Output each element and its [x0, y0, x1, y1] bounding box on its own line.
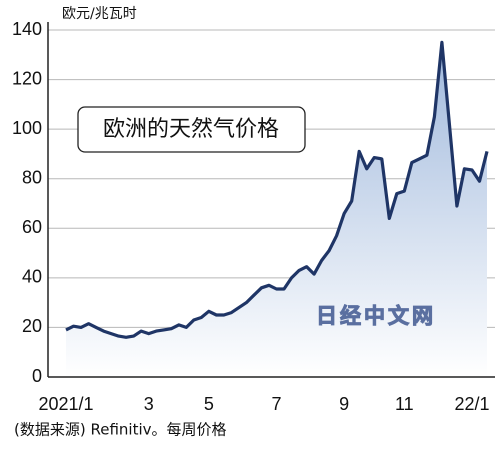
y-axis-label: 欧元/兆瓦时 — [62, 6, 137, 22]
y-tick-label: 60 — [22, 217, 42, 237]
x-tick-label: 22/1 — [454, 394, 489, 414]
source-note: (数据来源) Refinitiv。每周价格 — [14, 421, 227, 439]
y-tick-label: 80 — [22, 167, 42, 187]
x-tick-label: 9 — [339, 394, 349, 414]
x-tick-label: 5 — [204, 394, 214, 414]
line — [65, 40, 489, 339]
x-tick-label: 3 — [144, 394, 154, 414]
x-tick-label: 11 — [395, 394, 414, 414]
x-tick-label: 2021/1 — [38, 394, 93, 414]
title-box — [77, 106, 306, 153]
y-tick-label: 120 — [12, 68, 42, 88]
plot — [65, 40, 489, 378]
x-tick-label: 7 — [271, 394, 281, 414]
y-tick-label: 100 — [12, 118, 42, 138]
y-tick-label: 0 — [32, 366, 42, 386]
y-tick-label: 40 — [22, 267, 42, 287]
watermark: 日经中文网 — [316, 304, 436, 328]
y-tick-label: 20 — [22, 316, 42, 336]
area — [66, 42, 487, 378]
y-tick-label: 140 — [12, 19, 42, 39]
chart-title: 欧洲的天然气价格 — [103, 117, 279, 142]
